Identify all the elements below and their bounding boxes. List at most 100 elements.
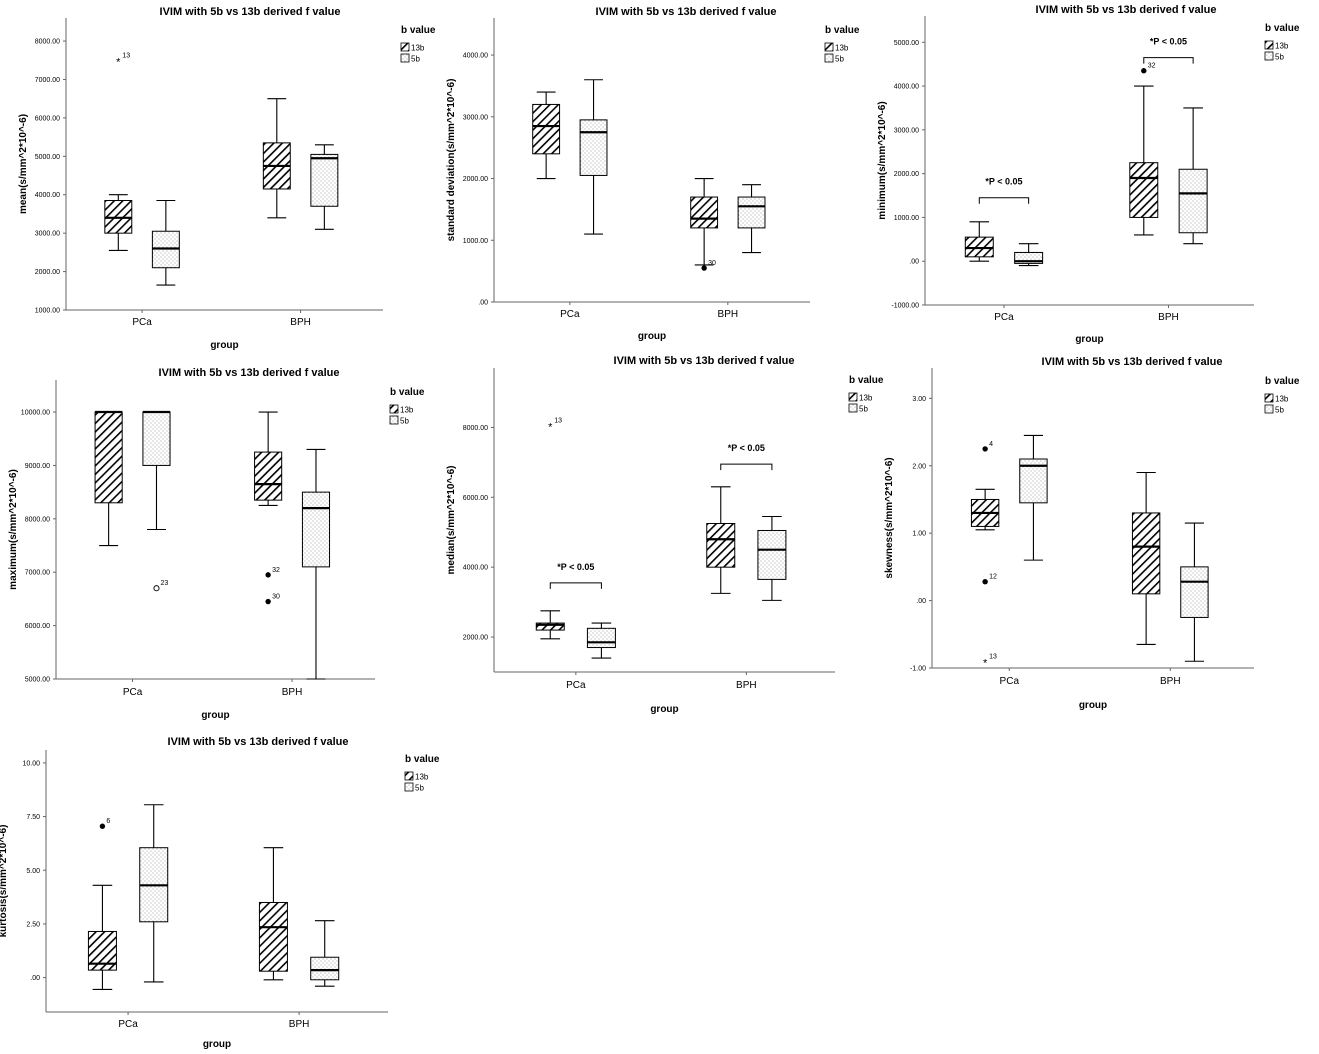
y-axis-label: standard deviation(s/mm^2*10^-6): [446, 79, 457, 242]
x-tick-label: BPH: [290, 317, 311, 328]
y-tick-label: 5.00: [26, 868, 40, 875]
box-5b-BPH: [310, 920, 340, 987]
y-tick-label: 2000.00: [35, 269, 60, 276]
box-iqr: [586, 627, 616, 649]
outlier-dot: [1141, 68, 1147, 74]
y-tick-label: 4000.00: [894, 84, 919, 91]
y-tick-label: 5000.00: [35, 154, 60, 161]
x-tick-label: BPH: [289, 1019, 310, 1030]
x-axis-label: group: [1079, 700, 1107, 711]
box-13b-PCa: *13: [535, 418, 565, 640]
legend-title: b value: [825, 25, 860, 36]
legend: b value 13b 5b: [848, 375, 884, 414]
x-tick-label: PCa: [994, 312, 1014, 323]
y-axis-label: median(s/mm^2*10^-6): [446, 466, 457, 575]
y-tick-label: 5000.00: [894, 40, 919, 47]
legend: b value 13b 5b: [824, 25, 860, 64]
legend-entry: 13b: [1275, 395, 1289, 404]
chart-title: IVIM with 5b vs 13b derived f value: [159, 367, 340, 379]
legend-swatch: [400, 53, 410, 63]
legend-swatch: [848, 403, 858, 413]
bracket-line: [549, 582, 602, 589]
chart-panel-1: IVIM with 5b vs 13b derived f value 1000.…: [18, 6, 436, 351]
y-tick-label: 6000.00: [25, 623, 50, 630]
outlier-label: 30: [272, 594, 280, 601]
y-tick-label: 1.00: [912, 531, 926, 538]
x-tick-label: PCa: [566, 680, 586, 691]
outlier-label: 13: [554, 418, 562, 425]
x-tick-label: PCa: [132, 317, 152, 328]
legend-swatch: [1264, 393, 1274, 403]
bracket-line: [978, 197, 1030, 204]
y-tick-label: 4000.00: [463, 565, 488, 572]
x-tick-label: PCa: [118, 1019, 138, 1030]
box-iqr: [532, 103, 561, 155]
box-iqr: [310, 153, 339, 207]
box-iqr: [1014, 251, 1044, 264]
chart-panel-3: IVIM with 5b vs 13b derived f value -1000…: [877, 4, 1300, 345]
box-iqr: [737, 196, 766, 229]
y-tick-label: 3000.00: [463, 114, 488, 121]
legend-title: b value: [1265, 23, 1300, 34]
y-tick-label: 5000.00: [25, 677, 50, 684]
box-13b-BPH: [258, 847, 288, 981]
outlier-label: 13: [989, 653, 997, 660]
x-tick-label: BPH: [736, 680, 757, 691]
outlier-label: 6: [106, 818, 110, 825]
box-5b-PCa: [579, 79, 608, 235]
legend-swatch: [848, 392, 858, 402]
box-5b-PCa: [586, 622, 616, 659]
chart-panel-6: IVIM with 5b vs 13b derived f value -1.00…: [884, 356, 1300, 711]
box-iqr: [1129, 162, 1159, 218]
outlier-dot: [99, 823, 106, 829]
legend-swatch: [1264, 51, 1274, 61]
legend-entry: 13b: [1275, 42, 1289, 51]
box-13b-PCa: 6: [87, 818, 117, 991]
y-tick-label: 6000.00: [35, 115, 60, 122]
legend: b value 13b 5b: [404, 754, 440, 793]
legend-title: b value: [390, 387, 425, 398]
box-5b-BPH: [1178, 107, 1208, 245]
outlier-dot: [265, 598, 271, 605]
x-tick-label: BPH: [1160, 676, 1181, 687]
legend-swatch: [404, 782, 414, 792]
x-tick-label: BPH: [1158, 312, 1179, 323]
box-13b-BPH: 32: [1129, 63, 1159, 236]
box-5b-BPH: [310, 144, 339, 230]
legend-entry: 5b: [1275, 406, 1284, 415]
box-iqr: [94, 411, 123, 504]
legend-entry: 13b: [415, 773, 429, 782]
y-tick-label: 4000.00: [35, 192, 60, 199]
outlier-dot: [982, 446, 988, 452]
box-13b-PCa: 4 12 *13: [970, 441, 1000, 669]
legend-entry: 5b: [835, 55, 844, 64]
box-13b-BPH: 30: [690, 177, 719, 271]
y-tick-label: 4000.00: [463, 53, 488, 60]
legend-entry: 13b: [835, 44, 849, 53]
y-tick-label: 1000.00: [463, 238, 488, 245]
chart-title: IVIM with 5b vs 13b derived f value: [168, 736, 349, 748]
legend-entry: 5b: [859, 405, 868, 414]
legend-swatch: [389, 415, 399, 425]
chart-panel-2: IVIM with 5b vs 13b derived f value .00 10…: [446, 6, 860, 342]
box-iqr: [1180, 566, 1209, 618]
outlier-label: 32: [1148, 63, 1156, 70]
y-tick-label: 2000.00: [894, 171, 919, 178]
legend: b value 13b 5b: [1264, 23, 1300, 62]
box-5b-PCa: 23: [142, 410, 171, 592]
x-axis-label: group: [1075, 334, 1103, 345]
y-tick-label: 2.50: [26, 921, 40, 928]
x-tick-label: BPH: [282, 687, 303, 698]
chart-panel-7: IVIM with 5b vs 13b derived f value .00 2.…: [0, 736, 440, 1050]
box-iqr: [690, 196, 719, 229]
legend-title: b value: [849, 375, 884, 386]
box-iqr: [535, 622, 565, 631]
x-tick-label: PCa: [1000, 676, 1020, 687]
legend-title: b value: [405, 754, 440, 765]
y-tick-label: 2.00: [912, 463, 926, 470]
box-5b-PCa: [139, 804, 169, 983]
box-13b-BPH: 32 30: [254, 411, 283, 605]
outlier-label: 23: [160, 580, 168, 587]
box-13b-PCa: *13: [104, 52, 133, 251]
chart-title: IVIM with 5b vs 13b derived f value: [1036, 4, 1217, 16]
